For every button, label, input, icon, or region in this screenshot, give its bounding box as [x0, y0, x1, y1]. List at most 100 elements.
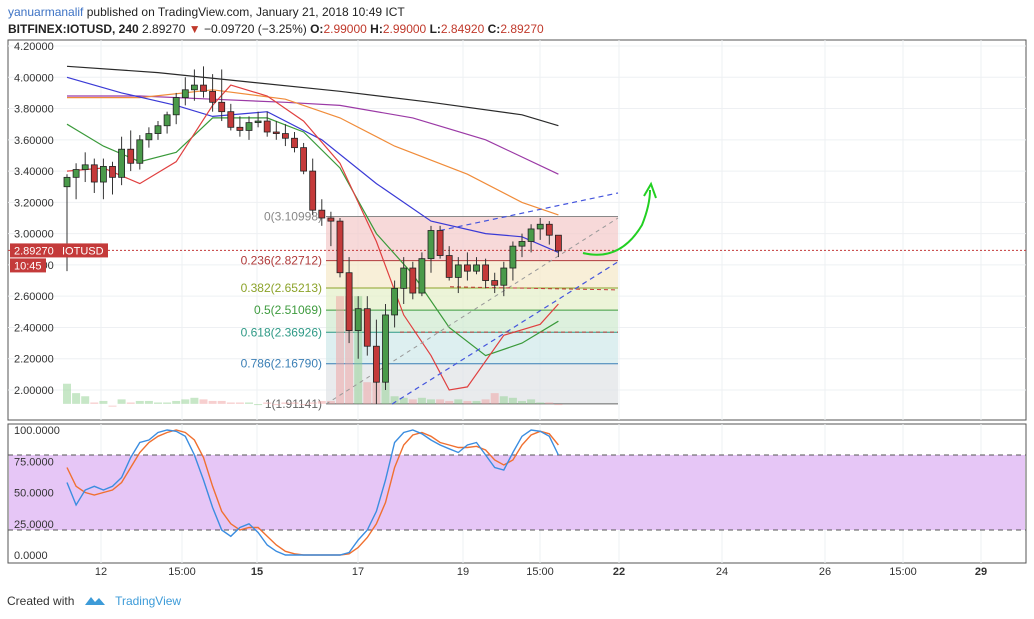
candle-body [227, 111, 235, 128]
volume-bar [281, 402, 290, 404]
candle-body [391, 287, 399, 316]
volume-bar [545, 402, 554, 404]
fib-level-label: 0.618(2.36926) [241, 325, 322, 339]
volume-bar [190, 397, 199, 404]
candle-body [436, 230, 444, 256]
footer: Created with TradingView [7, 594, 181, 609]
volume-bar [317, 400, 326, 404]
candle-body [427, 230, 435, 260]
volume-bar [436, 399, 445, 404]
low-value: 2.84920 [440, 22, 485, 36]
candle-body [200, 84, 207, 92]
close-label: C: [487, 22, 501, 36]
time-tag-text: 10:45 [14, 260, 42, 272]
fib-level-label: 0(3.10998) [264, 209, 322, 223]
volume-bar [326, 400, 335, 404]
candle-body [172, 97, 180, 116]
time-tick-label: 17 [352, 566, 364, 578]
time-tag [10, 258, 46, 273]
candle-body [245, 122, 253, 131]
upper-channel-line [439, 192, 619, 232]
fib-level-label: 0.786(2.16790) [241, 357, 322, 371]
time-tick-label: 22 [613, 566, 625, 578]
candle-body [527, 228, 535, 242]
volume-bar [181, 399, 190, 404]
candle-body [354, 308, 362, 331]
osc-tick-label: 25.0000 [14, 519, 54, 531]
candle-body [400, 267, 408, 289]
volume-bar [226, 402, 235, 404]
moving-average-line [67, 89, 559, 216]
low-label: L: [429, 22, 441, 36]
volume-bar [263, 402, 272, 404]
candle-body [372, 345, 380, 383]
candle-body [63, 176, 71, 188]
volume-bar [163, 402, 172, 404]
candle-body [445, 255, 453, 278]
time-tick-label: 24 [716, 566, 728, 578]
volume-bar [308, 402, 317, 404]
symbol-tag-text: IOTUSD [62, 245, 104, 257]
time-tick-label: 15:00 [889, 566, 917, 578]
volume-bar [445, 400, 454, 404]
candle-body [281, 133, 289, 139]
moving-average-line [66, 65, 559, 127]
volume-bar [154, 402, 162, 404]
tradingview-brand[interactable]: TradingView [115, 594, 182, 608]
candle-body [518, 241, 526, 247]
price-tick-label: 3.40000 [14, 166, 54, 178]
high-label: H: [370, 22, 383, 36]
candle-body [473, 264, 480, 272]
volume-bar [499, 396, 508, 404]
volume-bar [126, 402, 135, 404]
fib-zone [326, 310, 618, 333]
osc-tick-label: 0.0000 [14, 550, 48, 562]
volume-bar [135, 400, 144, 404]
candle-body [127, 148, 135, 164]
candle-body [500, 267, 508, 286]
volume-bar [381, 382, 390, 404]
candle-body [454, 264, 462, 278]
volume-bar [90, 402, 99, 404]
time-tick-label: 15:00 [526, 566, 554, 578]
volume-bar [417, 397, 426, 404]
candle-body [154, 125, 162, 134]
open-label: O: [310, 22, 324, 36]
candle-body [545, 223, 553, 236]
price-tick-label: 2.20000 [14, 354, 54, 366]
price-tick-label: 2.40000 [14, 322, 54, 334]
candle-body [109, 165, 116, 178]
price-tick-label: 3.60000 [14, 135, 54, 147]
candle-body [363, 308, 371, 347]
price-tick-label: 3.00000 [14, 229, 54, 241]
volume-bar [199, 399, 208, 404]
stochastic-rsi-pane: 100.0000 75.0000 50.0000 25.0000 0.0000 [8, 425, 1026, 562]
fib-zone [326, 288, 618, 311]
volume-bar [254, 404, 263, 406]
candle-body [482, 264, 490, 281]
price-tick-label: 2.60000 [14, 291, 54, 303]
candle-body [163, 114, 171, 127]
volume-bar [208, 400, 217, 404]
volume-bar [144, 400, 153, 404]
publish-info: yanuarmanalif published on TradingView.c… [8, 5, 405, 19]
candle-body [409, 267, 417, 294]
candle-body [309, 170, 317, 211]
price-tick-label: 3.80000 [14, 104, 54, 116]
volume-bar [217, 400, 226, 404]
symbol-label[interactable]: BITFINEX:IOTUSD, 240 [8, 22, 139, 36]
support-dash-line [449, 286, 619, 291]
volume-bar [390, 396, 399, 404]
candle-body [272, 131, 280, 134]
volume-bar [108, 405, 117, 407]
volume-bar [518, 400, 526, 404]
volume-bar [81, 396, 90, 404]
candle-body [81, 164, 89, 170]
tradingview-logo-icon [84, 594, 106, 609]
candle-body [72, 169, 80, 178]
high-value: 2.99000 [382, 22, 427, 36]
volume-bar [527, 399, 536, 404]
price-tick-label: 2.00000 [14, 385, 54, 397]
author-link[interactable]: yanuarmanalif [8, 5, 84, 19]
